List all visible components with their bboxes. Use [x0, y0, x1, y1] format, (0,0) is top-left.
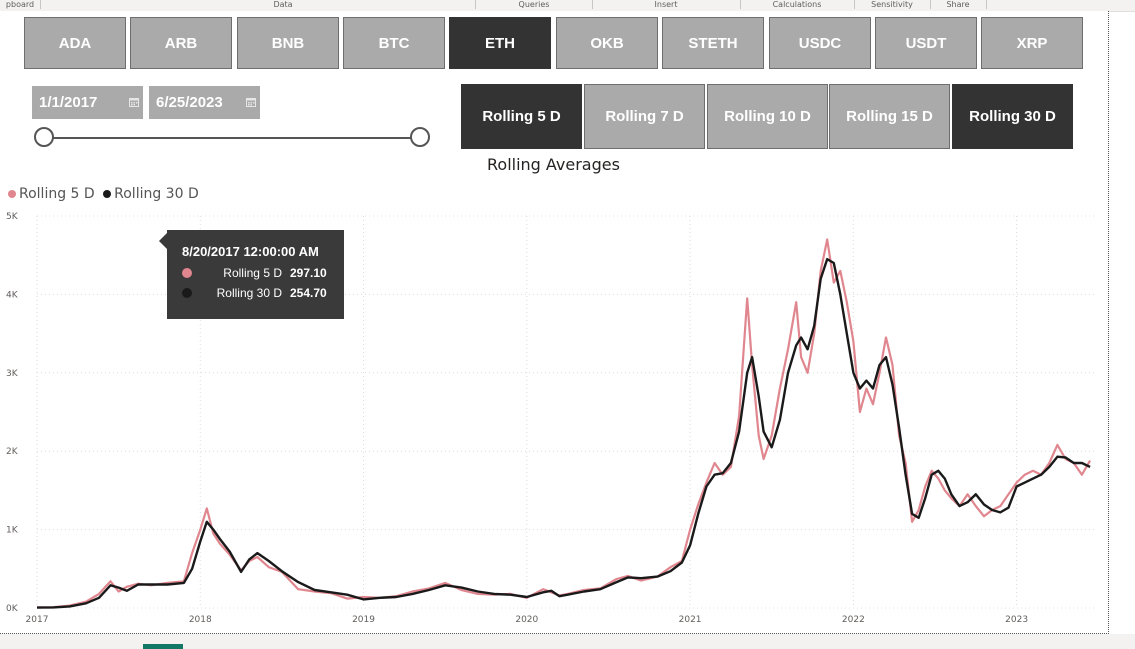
coin-button-ada[interactable]: ADA — [24, 17, 126, 69]
page-tab-active[interactable] — [143, 644, 183, 649]
calendar-icon[interactable] — [129, 97, 139, 107]
chart-gridlines — [36, 215, 1095, 609]
date-slider-end-handle[interactable] — [410, 127, 430, 147]
coin-button-okb[interactable]: OKB — [556, 17, 658, 69]
date-slider-start-handle[interactable] — [34, 127, 54, 147]
coin-button-steth[interactable]: STETH — [662, 17, 764, 69]
ribbon-separator — [592, 0, 593, 9]
ribbon-separator — [930, 0, 931, 9]
x-tick-label: 2019 — [352, 615, 375, 625]
coin-button-bnb[interactable]: BNB — [237, 17, 339, 69]
tooltip-row-rolling-5d: Rolling 5 D 297.10 — [182, 266, 327, 280]
tooltip-date: 8/20/2017 12:00:00 AM — [182, 244, 319, 259]
tooltip-value-rolling-5d: 297.10 — [290, 266, 327, 280]
ribbon-separator — [740, 0, 741, 9]
start-date-field[interactable]: 1/1/2017 — [32, 86, 143, 119]
ribbon-separator — [854, 0, 855, 9]
ribbon-group-data: Data — [273, 0, 293, 9]
ribbon-separator — [475, 0, 476, 9]
y-tick-label: 3K — [6, 369, 19, 379]
rolling-15d-button[interactable]: Rolling 15 D — [829, 84, 950, 149]
series-line-rolling-30-d[interactable] — [36, 257, 1091, 609]
x-tick-label: 2022 — [842, 615, 865, 625]
end-date-value: 6/25/2023 — [156, 94, 223, 111]
y-tick-label: 5K — [6, 212, 19, 222]
x-tick-label: 2023 — [1005, 615, 1028, 625]
rolling-title: Rolling Averages — [487, 155, 620, 174]
ribbon-group-queries: Queries — [518, 0, 550, 9]
legend-marker-rolling-30d — [103, 190, 112, 198]
coin-button-usdt[interactable]: USDT — [875, 17, 977, 69]
calendar-icon[interactable] — [246, 97, 256, 107]
x-tick-label: 2018 — [189, 615, 212, 625]
date-slider-track[interactable] — [44, 137, 420, 139]
legend-marker-rolling-5d — [8, 190, 16, 198]
chart-tooltip: 8/20/2017 12:00:00 AM Rolling 5 D 297.10… — [159, 230, 344, 319]
coin-button-usdc[interactable]: USDC — [769, 17, 871, 69]
ribbon-separator — [986, 0, 987, 9]
page-tabs-bar — [0, 634, 1135, 649]
rolling-7d-button[interactable]: Rolling 7 D — [584, 84, 705, 149]
y-axis: 0K 1K 2K 3K 4K 5K — [6, 212, 19, 614]
tooltip-marker-rolling-30d — [182, 288, 192, 298]
ribbon-separator — [40, 0, 41, 9]
y-tick-label: 0K — [6, 604, 19, 614]
ribbon-group-insert: Insert — [654, 0, 678, 9]
ribbon-group-share: Share — [946, 0, 970, 9]
rolling-10d-button[interactable]: Rolling 10 D — [707, 84, 828, 149]
legend-item-rolling-30d[interactable]: Rolling 30 D — [103, 186, 199, 202]
line-chart[interactable]: 0K 1K 2K 3K 4K 5K 2017 2018 2019 2020 2021 2022 202… — [0, 205, 1108, 630]
x-axis: 2017 2018 2019 2020 2021 2022 2023 — [26, 615, 1029, 625]
start-date-value: 1/1/2017 — [39, 94, 98, 111]
legend-label-rolling-30d: Rolling 30 D — [114, 186, 199, 202]
coin-button-xrp[interactable]: XRP — [981, 17, 1083, 69]
ribbon-group-sensitivity: Sensitivity — [871, 0, 913, 9]
rolling-30d-button[interactable]: Rolling 30 D — [952, 84, 1073, 149]
tooltip-label-rolling-30d: Rolling 30 D — [216, 286, 282, 300]
x-tick-label: 2017 — [26, 615, 49, 625]
y-tick-label: 1K — [6, 526, 19, 536]
end-date-field[interactable]: 6/25/2023 — [149, 86, 260, 119]
chart-legend: Rolling 5 D Rolling 30 D — [8, 186, 203, 202]
x-tick-label: 2020 — [515, 615, 538, 625]
chart-series — [36, 238, 1092, 609]
ribbon-group-clipboard: pboard — [5, 0, 35, 9]
ribbon-group-calculations: Calculations — [772, 0, 822, 9]
x-tick-label: 2021 — [679, 615, 702, 625]
rolling-5d-button[interactable]: Rolling 5 D — [461, 84, 582, 149]
tooltip-value-rolling-30d: 254.70 — [290, 286, 327, 300]
y-tick-label: 4K — [6, 290, 19, 300]
tooltip-row-rolling-30d: Rolling 30 D 254.70 — [182, 286, 327, 300]
tooltip-marker-rolling-5d — [182, 268, 192, 278]
legend-item-rolling-5d[interactable]: Rolling 5 D — [8, 186, 95, 202]
y-tick-label: 2K — [6, 447, 19, 457]
coin-button-eth[interactable]: ETH — [449, 17, 551, 69]
coin-button-btc[interactable]: BTC — [343, 17, 445, 69]
tooltip-label-rolling-5d: Rolling 5 D — [223, 266, 282, 280]
coin-button-arb[interactable]: ARB — [130, 17, 232, 69]
legend-label-rolling-5d: Rolling 5 D — [19, 186, 95, 202]
